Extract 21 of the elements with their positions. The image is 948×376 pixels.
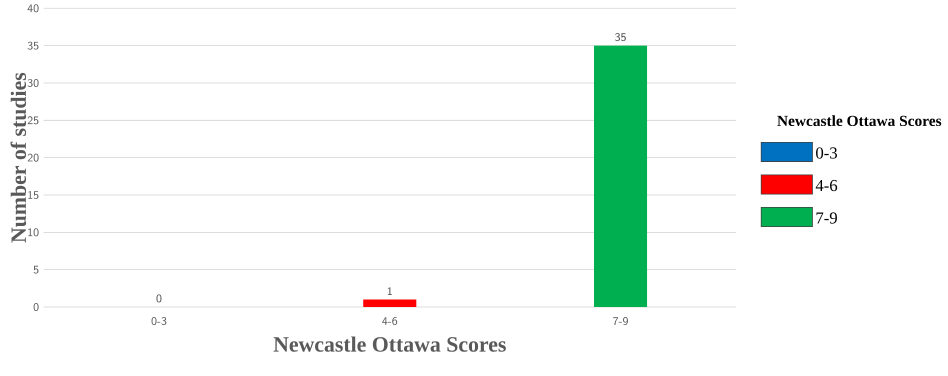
y-tick-label: 40 [28,4,39,12]
y-tick-label: 15 [28,190,38,199]
legend-title: Newcastle Ottawa Scores [777,115,942,126]
data-label: 35 [615,32,626,41]
y-tick-label: 25 [28,116,38,124]
legend-label: 7-9 [816,212,837,224]
x-tick-label: 4-6 [382,316,398,325]
data-label: 0 [156,294,162,302]
y-tick-label: 10 [28,228,39,236]
y-tick-label: 20 [28,154,39,162]
y-axis-title: Number of studies [10,72,26,242]
data-label: 1 [388,287,392,295]
y-tick-label: 5 [34,266,38,274]
legend-label: 4-6 [816,180,838,191]
x-tick-label: 0-3 [152,316,166,325]
x-axis-title: Newcastle Ottawa Scores [274,336,506,352]
y-tick-label: 35 [28,41,38,50]
y-tick-label: 30 [28,78,39,87]
legend-label: 0-3 [816,147,837,158]
x-tick-label: 7-9 [613,316,628,325]
y-tick-label: 0 [34,302,39,311]
